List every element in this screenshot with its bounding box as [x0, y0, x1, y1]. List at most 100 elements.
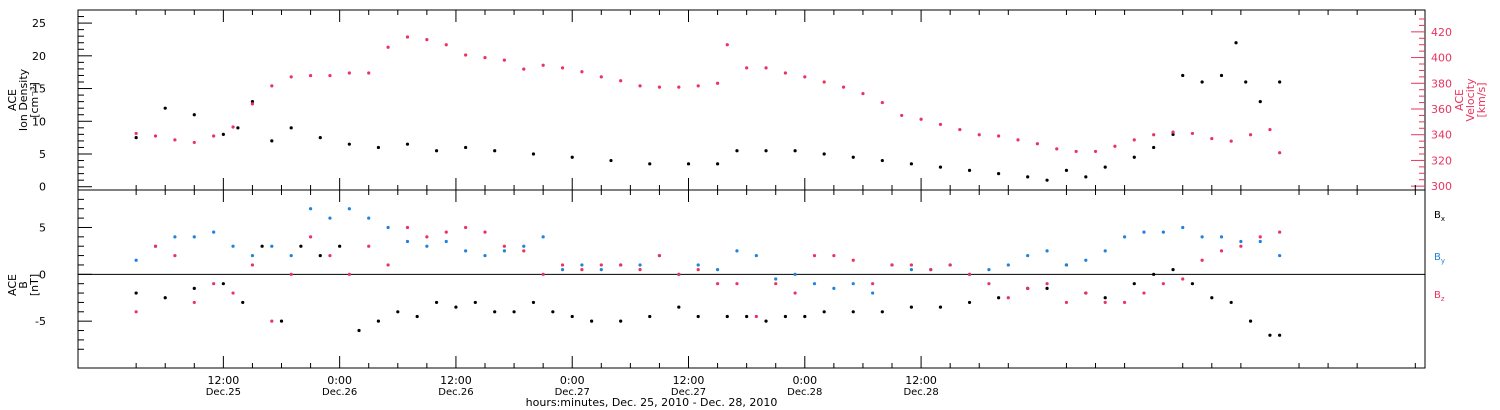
legend-bx: Bx — [1434, 210, 1445, 223]
data-point-ion-density — [134, 136, 138, 140]
data-point-by — [464, 249, 468, 253]
data-point-velocity — [803, 75, 807, 79]
data-point-velocity — [1016, 138, 1020, 142]
data-point-by — [1122, 235, 1127, 239]
data-point-bx — [696, 314, 700, 319]
data-point-bz — [638, 268, 642, 272]
data-point-bx — [279, 319, 284, 323]
data-point-velocity — [580, 70, 584, 74]
data-point-ion-density — [764, 149, 768, 153]
data-point-velocity — [1171, 130, 1175, 134]
data-point-by — [1026, 253, 1030, 258]
data-point-by — [250, 253, 255, 258]
data-point-by — [774, 277, 778, 281]
data-point-velocity — [1093, 149, 1098, 154]
data-point-ion-density — [376, 145, 381, 150]
data-point-ion-density — [1234, 41, 1238, 45]
field-legend: Bx By Bz — [1434, 210, 1445, 303]
top-data-points — [134, 35, 1282, 182]
data-point-velocity — [405, 35, 410, 39]
data-point-ion-density — [715, 162, 720, 166]
top-panel: 0 5 10 15 20 25 300 320 340 360 380 400 420 ACEIon … — [6, 9, 1488, 194]
data-point-bz — [153, 244, 158, 248]
bottom-panel: -5 0 5 ACEB[nT] Bx By Bz — [6, 189, 1445, 369]
data-point-velocity — [861, 91, 865, 96]
data-point-by — [599, 268, 603, 272]
data-point-by — [851, 282, 855, 286]
bottom-axis-label: ACEB[nT] — [6, 274, 41, 296]
data-point-velocity — [1229, 139, 1233, 143]
x-tick-date: Dec.28 — [903, 387, 938, 398]
data-point-bx — [851, 310, 855, 314]
x-tick-date: Dec.25 — [206, 387, 241, 398]
data-point-velocity — [1278, 151, 1282, 155]
data-point-velocity — [822, 80, 826, 84]
data-point-bz — [270, 319, 274, 323]
data-point-bz — [774, 282, 778, 286]
data-point-ion-density — [793, 149, 797, 153]
data-point-velocity — [134, 131, 138, 136]
data-point-ion-density — [851, 155, 855, 159]
data-point-velocity — [1190, 131, 1195, 136]
data-point-ion-density — [318, 136, 322, 140]
data-point-bz — [735, 282, 739, 286]
data-point-by — [793, 272, 797, 276]
data-point-ion-density — [236, 126, 240, 130]
data-point-velocity — [347, 71, 351, 75]
x-tick-time: 0:00 — [792, 374, 817, 387]
data-point-ion-density — [1278, 80, 1282, 84]
data-point-ion-density — [531, 152, 536, 156]
data-point-by — [212, 230, 216, 234]
data-point-ion-density — [250, 100, 255, 104]
x-tick-date: Dec.26 — [438, 387, 473, 398]
data-point-by — [522, 244, 526, 248]
data-point-velocity — [483, 55, 487, 60]
data-point-velocity — [541, 63, 545, 67]
data-point-bx — [512, 310, 516, 314]
data-point-by — [832, 286, 836, 290]
data-point-velocity — [173, 138, 177, 142]
data-point-bz — [192, 300, 196, 305]
data-point-by — [425, 244, 429, 248]
data-point-bz — [212, 282, 216, 286]
data-point-by — [638, 263, 642, 267]
top-left-axis-label: ACEIon Density[cm⁻³] — [6, 68, 41, 131]
data-point-velocity — [1035, 142, 1039, 146]
data-point-bx — [221, 282, 225, 286]
data-point-bz — [464, 225, 468, 230]
data-point-bx — [1103, 296, 1107, 300]
data-point-velocity — [192, 140, 196, 145]
data-point-velocity — [270, 84, 274, 88]
y-right-tick-label: 300 — [1431, 180, 1452, 193]
data-point-bz — [502, 244, 506, 248]
data-point-velocity — [715, 81, 720, 85]
data-point-bx — [938, 305, 943, 309]
data-point-bz — [1122, 300, 1127, 305]
data-point-ion-density — [464, 145, 468, 150]
data-point-ion-density — [1219, 73, 1224, 78]
data-point-by — [735, 249, 739, 253]
data-point-bx — [415, 314, 419, 319]
data-point-bz — [328, 253, 332, 258]
data-point-bz — [599, 263, 603, 267]
data-point-by — [289, 253, 293, 258]
data-point-by — [696, 263, 700, 267]
x-tick-date: Dec.28 — [787, 387, 822, 398]
data-point-velocity — [783, 71, 788, 75]
data-point-velocity — [1113, 144, 1117, 148]
data-point-bx — [473, 300, 477, 305]
data-point-by — [1064, 263, 1069, 267]
data-point-bx — [1268, 333, 1272, 337]
data-point-ion-density — [1171, 132, 1175, 136]
data-point-bz — [580, 268, 584, 272]
data-point-velocity — [1132, 138, 1136, 142]
data-point-bx — [880, 310, 884, 314]
top-left-axis: 0 5 10 15 20 25 — [32, 16, 92, 194]
data-point-bz — [890, 263, 894, 267]
data-point-ion-density — [434, 149, 439, 153]
data-point-velocity — [289, 75, 293, 79]
data-point-ion-density — [347, 142, 351, 146]
data-point-velocity — [1248, 133, 1253, 137]
data-point-bz — [173, 253, 177, 258]
data-point-velocity — [212, 134, 216, 138]
